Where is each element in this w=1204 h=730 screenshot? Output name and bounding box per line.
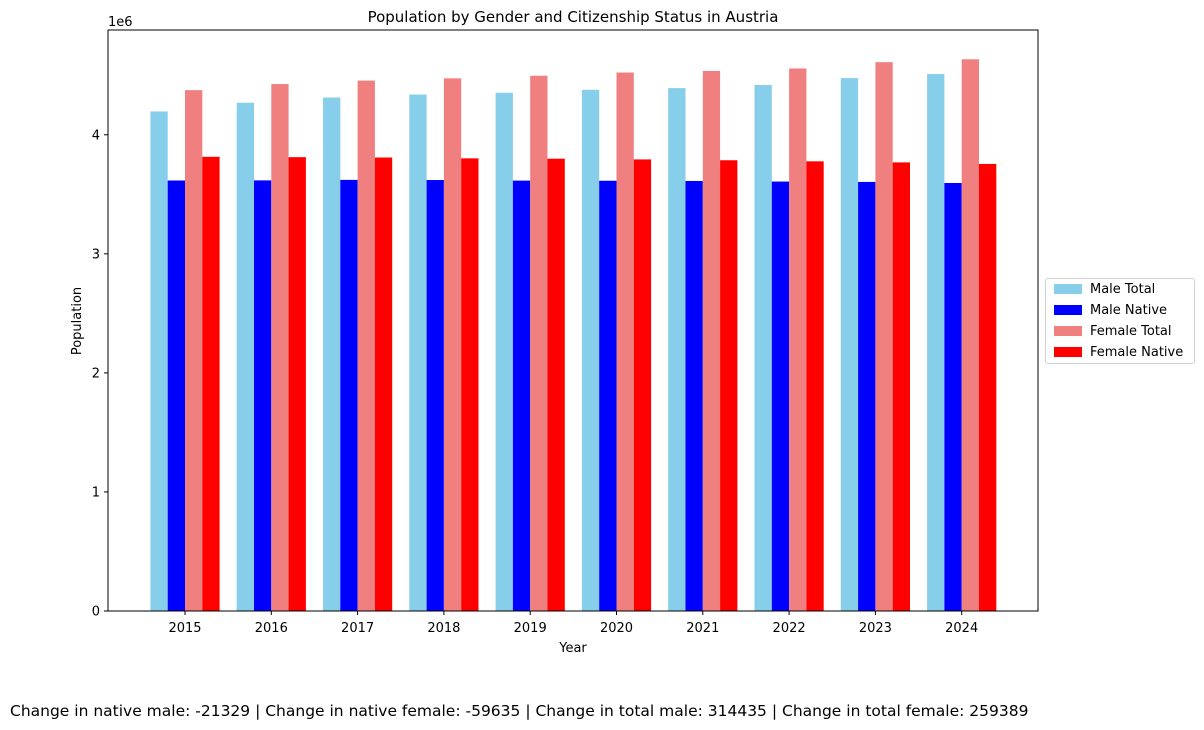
x-tick-label: 2015 xyxy=(168,621,201,636)
bar-female-native-2015 xyxy=(202,156,220,612)
legend-item-female-native: Female Native xyxy=(1054,344,1183,360)
bar-male-native-2016 xyxy=(254,180,272,611)
bar-female-total-2016 xyxy=(271,84,289,612)
legend-label: Male Total xyxy=(1090,281,1156,297)
x-tick-label: 2017 xyxy=(341,621,374,636)
bar-male-total-2022 xyxy=(754,85,772,611)
bar-female-total-2021 xyxy=(702,70,721,611)
bar-male-total-2021 xyxy=(668,88,686,612)
bar-male-native-2023 xyxy=(858,181,876,612)
bar-male-total-2017 xyxy=(323,97,341,611)
x-tick-label: 2022 xyxy=(773,621,806,636)
bar-female-native-2023 xyxy=(892,162,910,611)
chart-title: Population by Gender and Citizenship Sta… xyxy=(368,8,779,26)
bar-female-native-2016 xyxy=(288,157,306,611)
legend: Male Total Male Native Female Total Fema… xyxy=(1045,278,1195,364)
bar-female-total-2015 xyxy=(185,90,203,612)
bar-female-total-2019 xyxy=(530,75,548,612)
legend-swatch xyxy=(1054,347,1082,357)
bar-female-total-2023 xyxy=(875,62,893,611)
bar-male-native-2022 xyxy=(771,181,790,611)
bar-female-total-2020 xyxy=(616,72,634,611)
legend-label: Female Total xyxy=(1090,323,1172,339)
bar-male-total-2023 xyxy=(840,78,859,612)
x-tick-label: 2019 xyxy=(514,621,547,636)
y-axis-ticks: 0 1 2 3 4 xyxy=(92,128,108,620)
bar-female-native-2019 xyxy=(547,158,565,611)
y-tick-label: 1 xyxy=(92,485,100,500)
legend-item-male-total: Male Total xyxy=(1054,281,1155,297)
bar-male-total-2020 xyxy=(581,89,600,611)
bar-male-total-2018 xyxy=(409,94,427,611)
bar-female-native-2020 xyxy=(633,159,652,612)
x-tick-label: 2018 xyxy=(427,621,460,636)
bar-female-total-2022 xyxy=(789,68,807,611)
bar-female-native-2021 xyxy=(720,160,738,611)
bar-female-native-2022 xyxy=(806,161,824,611)
legend-swatch xyxy=(1054,284,1082,294)
bar-male-total-2024 xyxy=(927,74,945,612)
x-tick-label: 2016 xyxy=(255,621,288,636)
bar-male-native-2019 xyxy=(512,180,531,612)
bar-male-native-2015 xyxy=(167,180,185,612)
bar-male-total-2016 xyxy=(236,102,254,612)
y-tick-label: 0 xyxy=(92,605,100,620)
bar-female-total-2024 xyxy=(961,59,979,612)
y-scale-label: 1e6 xyxy=(108,15,133,30)
bar-male-total-2015 xyxy=(150,111,168,611)
bar-female-native-2024 xyxy=(979,163,997,611)
x-tick-label: 2024 xyxy=(945,621,978,636)
bar-male-native-2018 xyxy=(426,180,444,611)
plot-frame xyxy=(107,29,1039,612)
bars-group xyxy=(150,59,997,612)
bar-female-native-2017 xyxy=(374,157,393,611)
bar-female-total-2018 xyxy=(443,78,462,612)
y-tick-label: 4 xyxy=(92,128,100,143)
y-axis-label: Population xyxy=(70,287,85,355)
y-tick-label: 3 xyxy=(92,247,100,262)
legend-label: Male Native xyxy=(1090,302,1168,318)
x-tick-label: 2023 xyxy=(859,621,892,636)
legend-swatch xyxy=(1054,326,1082,336)
x-tick-label: 2020 xyxy=(600,621,633,636)
x-axis-ticks: 2015 2016 2017 2018 2019 2020 2021 2022 2023 2024 xyxy=(168,611,978,636)
x-axis-label: Year xyxy=(558,641,587,656)
bar-male-native-2021 xyxy=(685,180,703,611)
bar-female-total-2017 xyxy=(357,80,375,612)
footer-summary-text: Change in native male: -21329 | Change i… xyxy=(10,702,1029,720)
legend-swatch xyxy=(1054,305,1082,315)
y-tick-label: 2 xyxy=(92,366,100,381)
legend-item-female-total: Female Total xyxy=(1054,323,1172,339)
legend-item-male-native: Male Native xyxy=(1054,302,1167,318)
bar-male-native-2024 xyxy=(944,182,962,612)
bar-male-total-2019 xyxy=(495,92,513,612)
bar-female-native-2018 xyxy=(461,158,479,611)
legend-label: Female Native xyxy=(1090,344,1184,360)
bar-male-native-2020 xyxy=(599,180,617,612)
x-tick-label: 2021 xyxy=(686,621,719,636)
bar-male-native-2017 xyxy=(340,179,358,611)
